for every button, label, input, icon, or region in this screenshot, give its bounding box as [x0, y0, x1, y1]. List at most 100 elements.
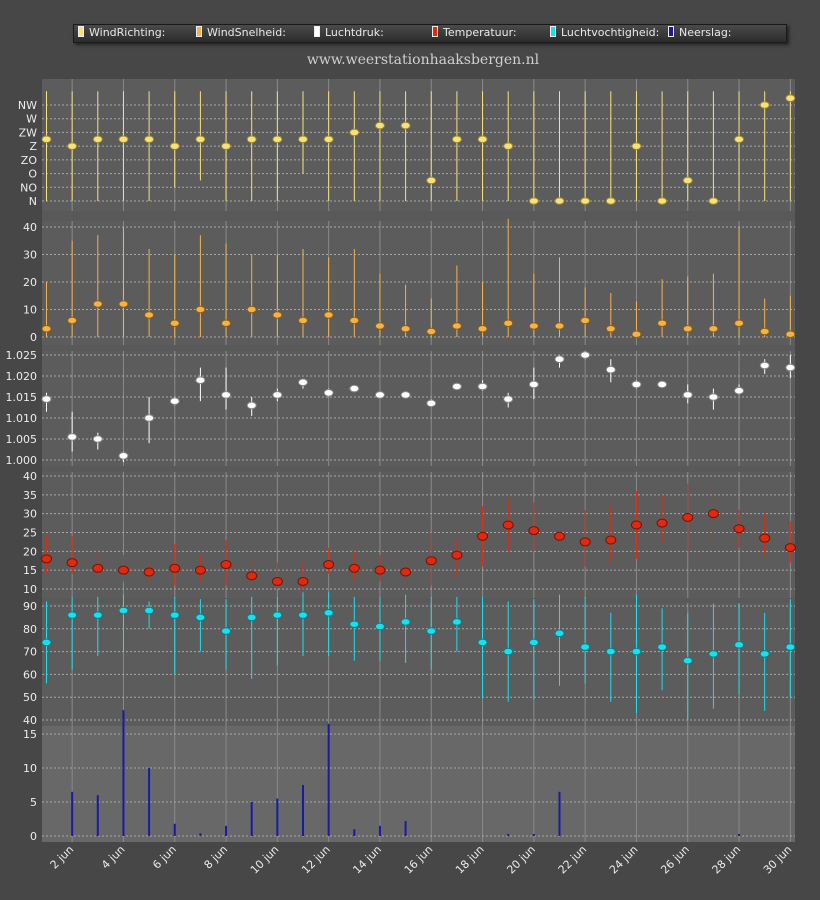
data-point [41, 554, 52, 564]
data-point [503, 395, 514, 403]
data-point [272, 391, 283, 399]
data-point [169, 397, 180, 406]
data-point [554, 355, 565, 364]
data-point [92, 135, 103, 144]
legend-swatch [668, 26, 674, 37]
data-layer [41, 91, 796, 836]
legend-label: Temperatuur: [443, 26, 517, 39]
panel-separator [42, 466, 795, 472]
precip-bar [173, 823, 176, 836]
data-point [117, 565, 129, 575]
legend-swatch [432, 26, 438, 37]
data-point [144, 135, 155, 144]
data-point [734, 386, 745, 395]
legend-swatch [550, 26, 556, 37]
y-tick-label: 1.005 [6, 433, 38, 446]
data-point [349, 620, 360, 629]
y-tick-label: 20 [23, 276, 37, 289]
data-point [579, 537, 591, 547]
data-point [221, 391, 232, 399]
data-point [194, 565, 206, 575]
data-point [221, 627, 232, 635]
legend-label: WindSnelheid: [207, 26, 286, 39]
y-tick-label: 20 [23, 545, 37, 558]
precip-bar [558, 791, 561, 836]
data-point [759, 101, 770, 109]
data-point [92, 300, 103, 308]
precip-bar [122, 710, 125, 836]
y-tick-label: 80 [23, 623, 37, 636]
precip-bar [199, 833, 202, 836]
precip-bar [327, 723, 330, 836]
data-point [451, 382, 462, 391]
data-point [349, 316, 360, 325]
data-point [759, 327, 770, 336]
data-point [272, 311, 283, 319]
data-point [169, 142, 180, 150]
data-point [451, 550, 463, 560]
data-point [528, 322, 539, 330]
data-point [92, 563, 104, 573]
data-point [41, 395, 52, 403]
data-point [426, 176, 437, 185]
data-point [426, 327, 437, 336]
data-point [246, 305, 257, 314]
legend-swatch [78, 26, 84, 37]
data-point [195, 135, 206, 144]
data-point [554, 531, 565, 541]
data-point [144, 606, 155, 615]
data-point [784, 543, 796, 553]
data-point [477, 382, 488, 391]
data-point [580, 316, 591, 325]
data-point [323, 609, 334, 617]
precip-bar [378, 825, 381, 836]
y-tick-label: 1.025 [6, 349, 38, 362]
x-tick-label: 8 jun [202, 843, 231, 872]
data-point [118, 135, 129, 144]
data-point [297, 576, 309, 586]
data-point [502, 520, 514, 530]
data-point [631, 142, 642, 150]
panel-separator [42, 598, 795, 603]
data-point [272, 135, 283, 144]
legend-swatch [196, 26, 202, 37]
y-tick-label: 1.015 [6, 391, 38, 404]
data-point [657, 643, 668, 651]
y-tick-label: 10 [23, 304, 37, 317]
x-tick-label: 22 jun [556, 843, 590, 877]
panel-separator [42, 345, 795, 351]
data-point [708, 650, 719, 658]
data-point [554, 629, 565, 638]
data-point [323, 135, 334, 144]
data-point [271, 576, 283, 586]
x-tick-label: 2 jun [48, 843, 77, 872]
data-point [785, 330, 796, 339]
precip-bar [738, 833, 741, 836]
data-point [733, 524, 745, 534]
x-tick-label: 20 jun [504, 843, 538, 877]
data-point [118, 606, 129, 615]
y-tick-label: 25 [23, 527, 37, 540]
data-point [682, 176, 693, 185]
data-point [118, 452, 129, 460]
data-point [426, 627, 437, 635]
data-point [605, 535, 617, 545]
data-point [246, 135, 257, 144]
data-point [67, 142, 78, 150]
data-point [374, 565, 386, 575]
data-point [631, 380, 642, 389]
data-point [220, 560, 232, 570]
x-tick-label: 16 jun [402, 843, 436, 877]
grid-layer [42, 79, 795, 842]
data-point [144, 414, 155, 422]
y-tick-label: 1.000 [6, 454, 38, 467]
y-tick-label: ZW [19, 126, 38, 139]
data-point [221, 142, 232, 150]
y-tick-label: 10 [23, 583, 37, 596]
legend-label: Luchtdruk: [325, 26, 384, 39]
data-point [682, 324, 693, 333]
data-point [707, 509, 719, 519]
x-tick-label: 28 jun [710, 843, 744, 877]
y-tick-label: NW [18, 99, 37, 112]
data-point [528, 380, 539, 389]
